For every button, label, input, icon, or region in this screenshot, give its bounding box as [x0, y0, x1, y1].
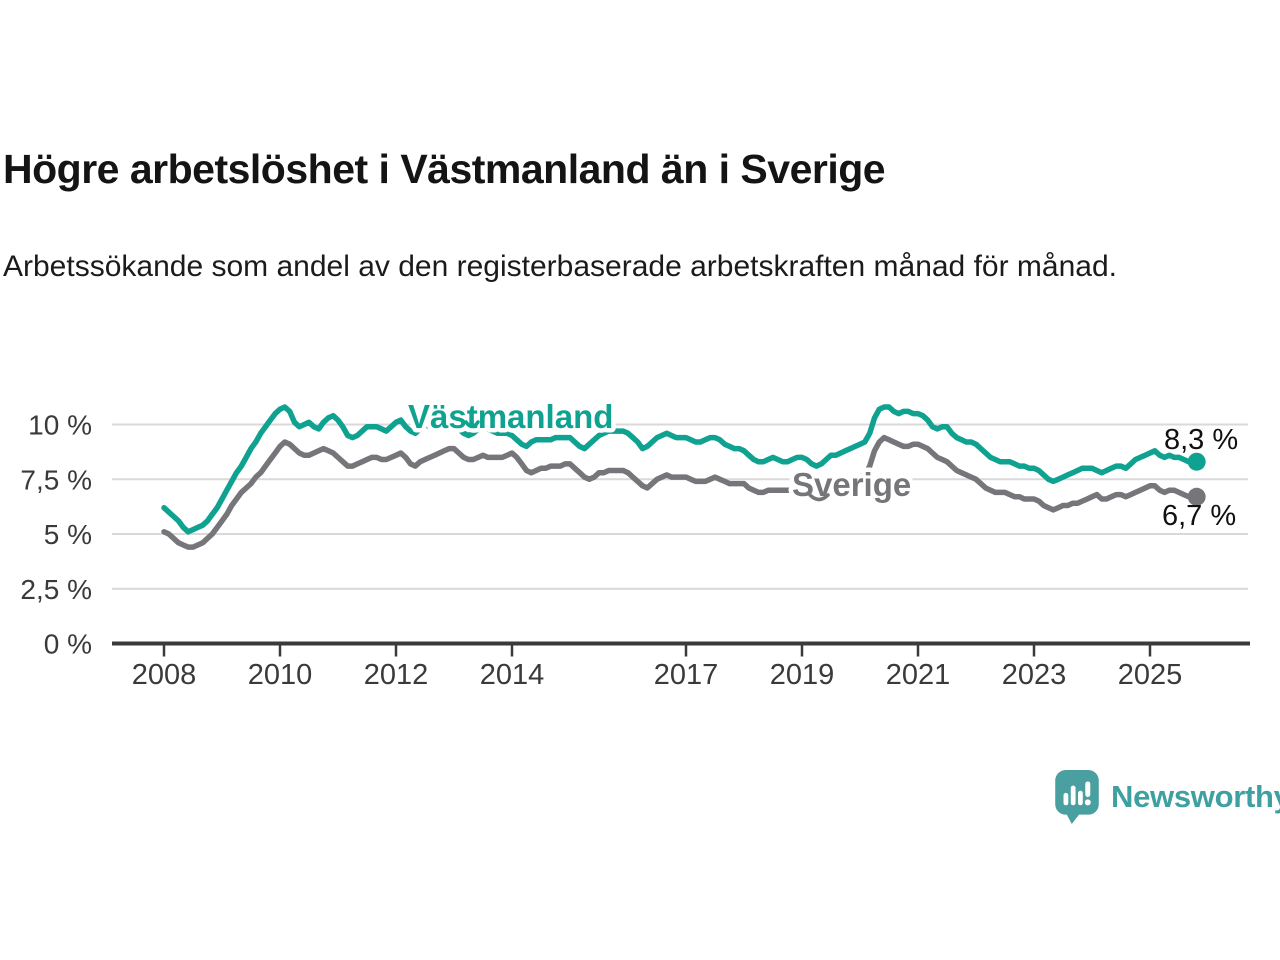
y-axis-tick-label: 2,5 %	[20, 574, 92, 605]
x-axis-tick-label: 2017	[654, 659, 719, 691]
chart-subtitle: Arbetssökande som andel av den registerb…	[3, 250, 1117, 283]
x-axis-tick-label: 2014	[480, 659, 545, 691]
newsworthy-logo: Newsworthy	[1054, 769, 1280, 825]
series-line-vastmanland	[161, 404, 1192, 535]
y-axis-tick-label: 0 %	[44, 629, 92, 660]
chart-title: Högre arbetslöshet i Västmanland än i Sv…	[3, 146, 886, 192]
series-label-sverige: Sverige	[792, 466, 911, 503]
series-label-swoosh	[464, 420, 480, 429]
end-dot-vastmanland	[1187, 452, 1206, 471]
end-value-label-sverige: 6,7 %	[1162, 500, 1236, 532]
newsworthy-brand-text: Newsworthy	[1111, 779, 1280, 814]
end-value-label-vastmanland: 8,3 %	[1164, 424, 1238, 456]
y-axis-tick-label: 10 %	[28, 410, 92, 441]
x-axis-tick-label: 2021	[886, 659, 951, 691]
x-axis-tick-label: 2012	[364, 659, 429, 691]
x-axis-tick-label: 2025	[1118, 659, 1183, 691]
series-line-sverige	[161, 434, 1192, 550]
newsworthy-logo-icon	[1055, 770, 1099, 824]
series-label-vastmanland: Västmanland	[408, 398, 613, 435]
x-axis-tick-label: 2010	[248, 659, 313, 691]
x-axis-tick-label: 2008	[132, 659, 197, 691]
y-axis-tick-label: 5 %	[44, 519, 92, 550]
x-axis-tick-label: 2019	[770, 659, 835, 691]
end-dot-sverige	[1187, 487, 1206, 506]
y-axis-tick-label: 7,5 %	[20, 464, 92, 495]
series-label-swoosh	[808, 493, 830, 502]
x-axis-tick-label: 2023	[1002, 659, 1067, 691]
